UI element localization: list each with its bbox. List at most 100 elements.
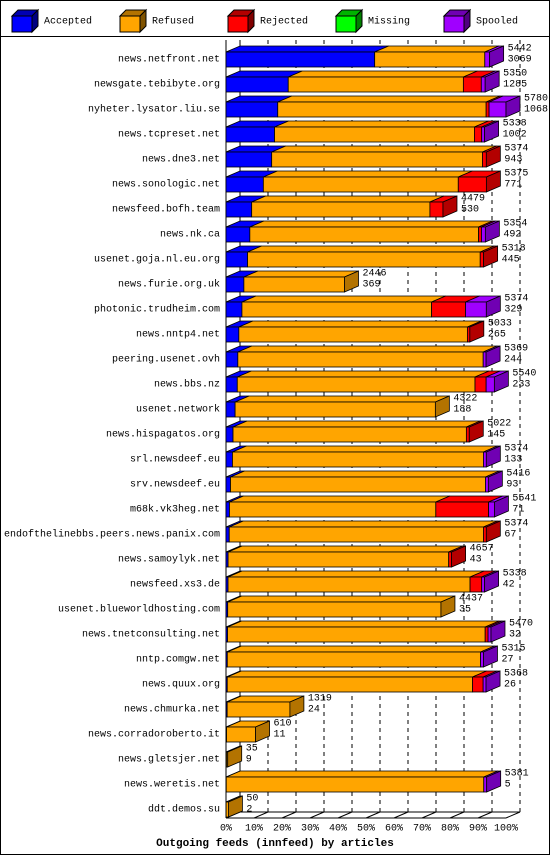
value-label: 4322: [453, 394, 477, 405]
bar-top: [249, 220, 493, 228]
bar-front: [488, 501, 495, 518]
legend-label: Rejected: [260, 16, 308, 28]
bar-side: [484, 570, 499, 593]
value-label: 329: [504, 305, 522, 316]
bar-segment: [243, 270, 359, 293]
bar-front: [225, 201, 253, 218]
value-label: 133: [504, 455, 522, 466]
bar-front: [481, 576, 485, 593]
y-tick-label: news.nk.ca: [160, 229, 220, 241]
bar-segment: [225, 270, 259, 293]
value-label: 11: [274, 730, 286, 741]
bar-segment: [229, 495, 450, 518]
y-tick-label: news.weretis.net: [124, 779, 220, 791]
bar-front: [225, 301, 243, 318]
bar-front: [225, 376, 238, 393]
value-label: 5318: [502, 244, 526, 255]
bar-front: [228, 526, 484, 543]
value-label: 5350: [503, 69, 527, 80]
bar-front: [487, 626, 492, 643]
x-tick-label: 10%: [245, 824, 263, 835]
bar-side: [486, 770, 502, 793]
tick-mark: [337, 811, 353, 819]
value-label: 32: [509, 630, 521, 641]
bar-top: [225, 45, 389, 53]
legend-swatch: [335, 15, 357, 33]
y-tick-label: news.tnetconsulting.net: [82, 629, 220, 641]
bar-front: [249, 226, 479, 243]
y-tick-label: news.nntp4.net: [136, 330, 220, 341]
value-label: 27: [501, 655, 513, 666]
value-label: 5375: [504, 169, 528, 180]
bar-segment: [227, 570, 485, 593]
bar-segment: [228, 520, 498, 543]
bar-front: [488, 101, 507, 118]
legend-item: Spooled: [442, 8, 518, 34]
bar-front: [247, 251, 481, 268]
bar-segment: [225, 45, 389, 68]
bar-segment: [287, 70, 478, 93]
bar-front: [479, 251, 485, 268]
value-label: 445: [502, 255, 520, 266]
bar-front: [225, 126, 275, 143]
bar-segment: [225, 120, 289, 143]
value-label: 5369: [504, 344, 528, 355]
y-tick-label: news.hispagatos.org: [106, 429, 220, 441]
bar-front: [226, 651, 481, 668]
bar-top: [237, 345, 498, 353]
x-tick-label: 100%: [494, 824, 518, 835]
y-tick-label: nntp.comgw.net: [136, 655, 220, 666]
bar-segment: [225, 770, 498, 793]
bar-top: [374, 45, 499, 53]
bar-top: [271, 145, 497, 153]
value-label: 35: [459, 605, 471, 616]
bar-side: [485, 445, 501, 468]
bar-front: [431, 301, 466, 318]
y-tick-label: news.gletsjer.net: [118, 754, 220, 766]
y-tick-label: peering.usenet.ovh: [112, 354, 220, 366]
bar-front: [478, 226, 482, 243]
value-label: 492: [503, 230, 521, 241]
bar-segment: [226, 670, 487, 693]
value-label: 5780: [524, 94, 548, 105]
legend-label: Missing: [368, 16, 410, 28]
bar-side: [289, 695, 305, 718]
bar-segment: [232, 420, 481, 443]
value-label: 4657: [470, 544, 494, 555]
value-label: 24: [308, 705, 320, 716]
bar-side: [484, 70, 500, 93]
y-tick-label: news.netfront.net: [118, 54, 220, 66]
bar-side: [487, 470, 503, 493]
y-tick-label: ddt.demos.su: [148, 804, 220, 816]
bar-side: [451, 545, 466, 568]
bar-segment: [230, 470, 500, 493]
y-tick-label: usenet.network: [136, 404, 220, 416]
bar-side: [484, 120, 499, 143]
value-label: 35: [246, 744, 258, 755]
y-tick-label: newsgate.tebibyte.org: [94, 79, 220, 91]
value-label: 610: [274, 719, 292, 730]
bar-front: [374, 51, 486, 68]
bar-top: [277, 95, 501, 103]
value-label: 5374: [504, 294, 528, 305]
value-label: 71: [512, 505, 524, 516]
bar-side: [490, 620, 506, 643]
value-label: 4437: [459, 594, 483, 605]
bar-segment: [241, 295, 446, 318]
bar-segment: [249, 220, 493, 243]
x-tick-label: 0%: [220, 824, 232, 835]
y-tick-label: srl.newsdeef.eu: [130, 454, 220, 466]
bar-segment: [227, 595, 456, 618]
tick-mark: [253, 811, 269, 819]
bar-top: [234, 395, 450, 403]
bar-front: [287, 76, 464, 93]
bar-top: [238, 320, 482, 328]
value-label: 42: [503, 580, 515, 591]
bar-front: [225, 276, 245, 293]
bar-top: [237, 370, 490, 378]
value-label: 530: [461, 205, 479, 216]
chart-title: Outgoing feeds (innfeed) by articles: [156, 838, 394, 850]
value-label: 5033: [488, 319, 512, 330]
bar-segment: [374, 45, 499, 68]
